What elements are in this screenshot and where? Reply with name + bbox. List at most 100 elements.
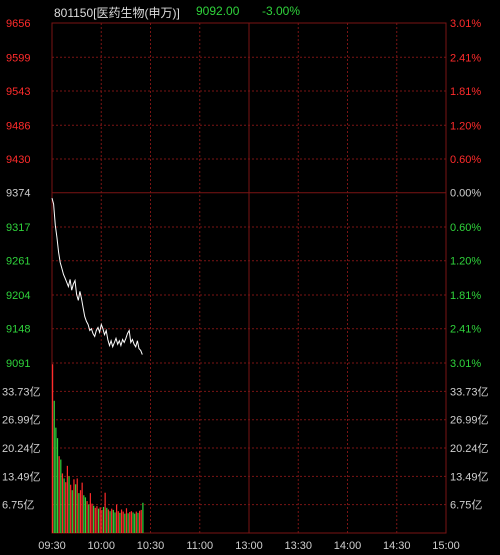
volume-bar — [134, 513, 136, 533]
volume-bar — [61, 473, 64, 533]
volume-tick-label: 13.49亿 — [2, 470, 41, 483]
volume-bar — [60, 459, 62, 533]
volume-bar — [66, 465, 68, 533]
volume-tick-label: 6.75亿 — [2, 499, 34, 512]
percent-tick-label: 2.41% — [450, 52, 481, 64]
volume-tick-label-right: 33.73亿 — [450, 385, 489, 398]
percent-tick-label: 3.01% — [450, 18, 481, 30]
volume-bar — [137, 512, 139, 533]
volume-bar — [122, 511, 124, 533]
volume-tick-label: 26.99亿 — [2, 414, 41, 427]
volume-bar — [58, 456, 60, 533]
volume-bar — [120, 509, 123, 533]
volume-tick-label: 33.73亿 — [2, 385, 41, 398]
volume-bar — [56, 438, 59, 533]
volume-bar — [96, 506, 98, 533]
volume-bar — [139, 510, 141, 533]
price-tick-label: 9204 — [6, 290, 30, 302]
time-tick-label: 10:00 — [87, 540, 115, 552]
price-tick-label: 9374 — [6, 188, 30, 200]
volume-bar — [86, 501, 88, 533]
time-tick-label: 10:30 — [137, 540, 165, 552]
percent-tick-label: 1.20% — [450, 120, 481, 132]
time-tick-label: 15:00 — [432, 540, 460, 552]
volume-bar — [107, 509, 110, 533]
volume-bar — [76, 478, 78, 533]
volume-bar — [81, 482, 83, 533]
volume-bar — [65, 482, 67, 533]
percent-tick-label: 3.01% — [450, 358, 481, 370]
price-tick-label: 9261 — [6, 256, 30, 268]
time-tick-label: 09:30 — [38, 540, 66, 552]
volume-bar — [112, 509, 114, 533]
volume-bar — [93, 505, 95, 533]
volume-bar — [119, 512, 121, 533]
price-tick-label: 9656 — [6, 18, 30, 30]
volume-tick-label-right: 13.49亿 — [450, 470, 489, 483]
volume-bar — [117, 511, 119, 533]
volume-bar — [124, 513, 126, 533]
volume-bar — [83, 495, 85, 533]
volume-tick-label-right: 6.75亿 — [450, 499, 482, 512]
volume-bar — [94, 507, 96, 533]
percent-tick-label: 1.20% — [450, 256, 481, 268]
percent-tick-label: 0.60% — [450, 222, 481, 234]
volume-bar — [73, 479, 75, 533]
volume-bar — [135, 511, 137, 533]
time-tick-label: 14:30 — [383, 540, 411, 552]
percent-tick-label: 1.81% — [450, 86, 481, 98]
volume-bar — [114, 512, 116, 533]
volume-bar — [97, 508, 100, 533]
volume-bar — [99, 507, 101, 533]
price-tick-label: 9543 — [6, 86, 30, 98]
volume-tick-label-right: 26.99亿 — [450, 414, 489, 427]
volume-bar — [55, 427, 57, 533]
price-tick-label: 9430 — [6, 154, 30, 166]
volume-bar — [78, 493, 80, 533]
time-tick-label: 13:00 — [235, 540, 263, 552]
percent-tick-label: 0.00% — [450, 188, 481, 200]
volume-bar — [52, 364, 54, 533]
volume-bar — [130, 511, 132, 533]
volume-bar — [111, 508, 113, 533]
volume-bar — [70, 484, 72, 533]
volume-tick-label-right: 20.24亿 — [450, 442, 489, 455]
volume-bar — [127, 513, 129, 533]
volume-bar — [142, 502, 144, 533]
volume-bar — [79, 490, 82, 533]
volume-bar — [91, 503, 93, 533]
volume-bar — [102, 506, 105, 533]
price-tick-label: 9599 — [6, 52, 30, 64]
volume-bar — [129, 512, 131, 533]
percent-tick-label: 2.41% — [450, 324, 481, 336]
volume-bar — [88, 504, 90, 533]
time-tick-label: 14:00 — [334, 540, 362, 552]
volume-bar — [74, 484, 77, 533]
volume-bar — [125, 508, 128, 533]
percent-tick-label: 1.81% — [450, 290, 481, 302]
volume-bar — [109, 511, 111, 533]
price-tick-label: 9091 — [6, 358, 30, 370]
current-price: 9092.00 — [196, 4, 240, 18]
price-tick-label: 9486 — [6, 120, 30, 132]
volume-bar — [63, 478, 65, 533]
volume-bar — [71, 490, 73, 533]
change-percent: -3.00% — [262, 4, 301, 18]
time-tick-label: 13:30 — [284, 540, 312, 552]
volume-bar — [89, 493, 91, 533]
volume-bar — [132, 512, 134, 533]
time-tick-label: 11:00 — [186, 540, 213, 552]
volume-bar — [116, 504, 118, 533]
volume-bar — [101, 509, 103, 533]
price-line — [51, 197, 143, 355]
index-title: 801150[医药生物(申万)] — [54, 6, 180, 20]
volume-bar — [106, 507, 108, 533]
volume-bar — [68, 476, 70, 533]
volume-bar — [140, 509, 142, 533]
volume-bar — [104, 492, 106, 533]
percent-tick-label: 0.60% — [450, 154, 481, 166]
price-tick-label: 9317 — [6, 222, 30, 234]
price-tick-label: 9148 — [6, 324, 30, 336]
